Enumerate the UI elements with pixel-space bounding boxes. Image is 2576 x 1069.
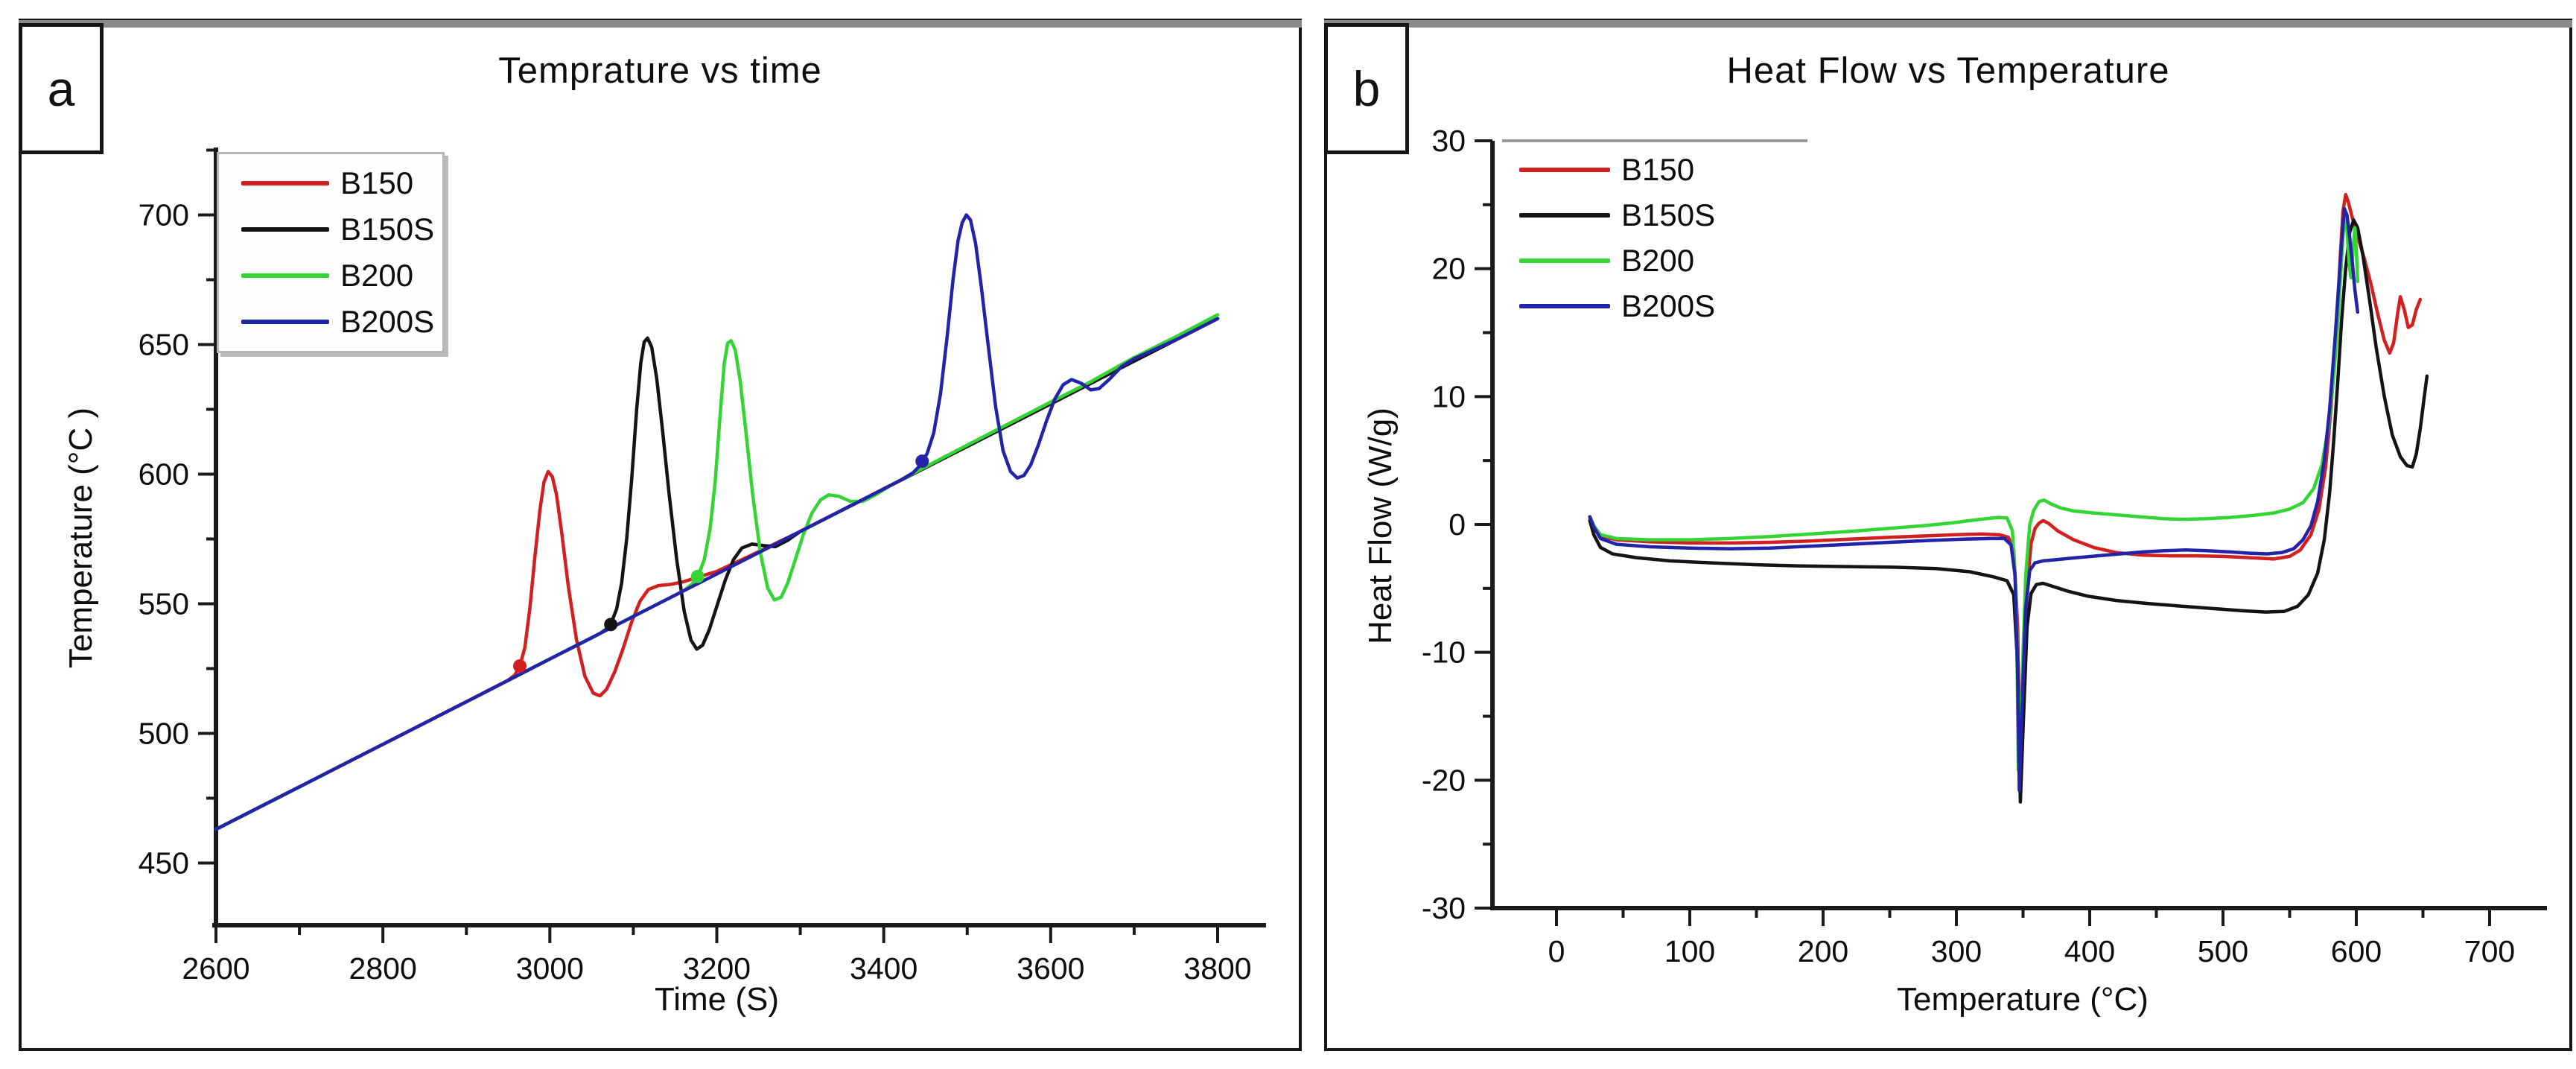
chart-b-legend: B150 B150S B200 B200S bbox=[1513, 147, 1752, 329]
panel-a: a Temprature vs time 2600 2800 3000 3200 340… bbox=[19, 19, 1302, 1051]
panel-b-corner-label: b bbox=[1352, 61, 1381, 116]
onset-marker-b150 bbox=[512, 659, 527, 673]
legend-label-b200: B200 bbox=[340, 258, 414, 293]
x-tick-label: 3400 bbox=[850, 951, 917, 986]
legend-row: B200 bbox=[219, 253, 442, 299]
legend-line-b200s-icon bbox=[1519, 303, 1610, 308]
chart-a-legend: B150 B150S B200 B200S bbox=[217, 152, 445, 353]
panel-b: b Heat Flow vs Temperature 0 100 200 300 400… bbox=[1324, 19, 2572, 1051]
legend-label-b150s: B150S bbox=[1621, 197, 1716, 232]
legend-label-b200: B200 bbox=[1621, 242, 1695, 278]
legend-line-b200-icon bbox=[1519, 258, 1610, 263]
x-tick-label: 400 bbox=[2064, 934, 2115, 968]
legend-row: B150 bbox=[1513, 147, 1752, 192]
x-tick-label: 200 bbox=[1798, 934, 1848, 968]
x-tick-label: 3200 bbox=[683, 951, 751, 986]
legend-line-b200-icon bbox=[241, 273, 329, 278]
plot-area-temperature-vs-time: 2600 2800 3000 3200 3400 3600 3800 450 500 550 600… bbox=[139, 147, 1266, 986]
x-tick-label: 3800 bbox=[1183, 951, 1251, 986]
x-tick-label: 300 bbox=[1931, 934, 1982, 968]
legend-line-b150-icon bbox=[1519, 167, 1610, 172]
y-tick-label: -30 bbox=[1422, 891, 1466, 925]
x-tick-label: 0 bbox=[1548, 934, 1565, 968]
y-tick-label: 20 bbox=[1431, 252, 1466, 286]
panel-b-corner-box: b bbox=[1324, 23, 1409, 154]
y-tick-label: 650 bbox=[139, 327, 189, 361]
panel-b-top-strip bbox=[1324, 20, 2572, 28]
onset-marker-b150s bbox=[604, 618, 618, 632]
series-line-b200s bbox=[1588, 206, 2360, 793]
series-line-b150s bbox=[1588, 218, 2429, 804]
legend-label-b150: B150 bbox=[340, 165, 414, 200]
x-tick-label: 2800 bbox=[349, 951, 417, 986]
series-line-b200s bbox=[214, 213, 1220, 831]
legend-line-b150-icon bbox=[241, 181, 329, 185]
y-tick-label: 500 bbox=[139, 716, 189, 750]
chart-b-x-axis-label: Temperature (°C) bbox=[1897, 981, 2149, 1018]
chart-a-y-axis-label: Temperature (°C ) bbox=[63, 407, 99, 669]
chart-b-y-axis-label: Heat Flow (W/g) bbox=[1362, 407, 1399, 644]
panel-a-top-strip bbox=[19, 20, 1302, 28]
legend-line-b150s-icon bbox=[1519, 212, 1610, 218]
y-tick-label: 10 bbox=[1431, 379, 1466, 413]
legend-line-b200s-icon bbox=[241, 320, 329, 324]
legend-row: B200 bbox=[1513, 238, 1752, 283]
y-tick-label: -10 bbox=[1422, 635, 1466, 670]
legend-row: B150S bbox=[1513, 192, 1752, 238]
x-tick-label: 3600 bbox=[1017, 951, 1084, 986]
x-tick-label: 700 bbox=[2464, 934, 2515, 968]
panel-a-corner-label: a bbox=[47, 61, 75, 116]
y-tick-label: 700 bbox=[139, 197, 189, 232]
y-tick-label: 0 bbox=[1448, 507, 1466, 542]
legend-row: B150S bbox=[219, 206, 442, 253]
y-tick-label: 450 bbox=[139, 846, 189, 880]
panel-a-corner-box: a bbox=[19, 23, 104, 154]
x-tick-label: 500 bbox=[2198, 934, 2248, 968]
legend-label-b150s: B150S bbox=[340, 212, 435, 247]
x-tick-label: 2600 bbox=[182, 951, 249, 986]
legend-line-b150s-icon bbox=[241, 227, 329, 232]
y-tick-label: 30 bbox=[1431, 124, 1466, 158]
legend-row: B150 bbox=[219, 160, 442, 206]
y-tick-label: 550 bbox=[139, 586, 189, 621]
y-tick-label: -20 bbox=[1422, 763, 1466, 797]
onset-marker-b200 bbox=[690, 569, 705, 583]
chart-b-title: Heat Flow vs Temperature bbox=[1726, 51, 2170, 91]
x-tick-label: 100 bbox=[1664, 934, 1715, 968]
x-tick-label: 600 bbox=[2331, 934, 2382, 968]
chart-a-x-axis-label: Time (S) bbox=[654, 981, 780, 1018]
onset-marker-b200s bbox=[915, 454, 929, 469]
x-tick-label: 3000 bbox=[516, 951, 584, 986]
series-line-b150 bbox=[1588, 192, 2423, 780]
legend-row: B200S bbox=[219, 299, 442, 345]
legend-label-b200s: B200S bbox=[340, 304, 435, 339]
legend-label-b150: B150 bbox=[1621, 151, 1695, 187]
chart-a-title: Temprature vs time bbox=[498, 51, 822, 91]
y-tick-label: 600 bbox=[139, 457, 189, 491]
legend-label-b200s: B200S bbox=[1621, 288, 1716, 323]
legend-row: B200S bbox=[1513, 283, 1752, 329]
